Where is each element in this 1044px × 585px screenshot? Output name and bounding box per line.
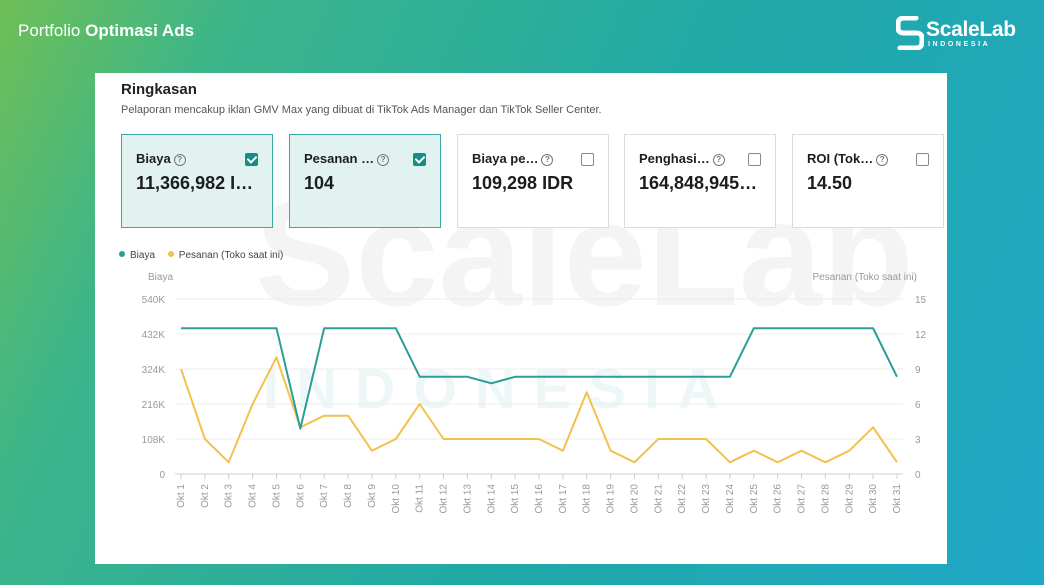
metric-label: Biaya pe…? (472, 151, 554, 166)
y-tick-right: 9 (915, 365, 921, 376)
metric-card[interactable]: Pesanan …? 104 (289, 134, 441, 228)
metric-checkbox[interactable] (916, 153, 929, 166)
x-tick-label: Okt 20 (629, 484, 640, 514)
brand-logo: ScaleLab INDONESIA (896, 16, 1026, 52)
metric-label: Penghasi…? (639, 151, 725, 166)
x-tick-label: Okt 4 (248, 484, 259, 508)
x-tick-label: Okt 28 (820, 484, 831, 514)
legend-label-biaya: Biaya (130, 250, 156, 261)
help-icon[interactable]: ? (173, 154, 186, 166)
header-title-bold: Optimasi Ads (85, 21, 195, 40)
brand-sub: INDONESIA (928, 41, 991, 48)
x-tick-label: Okt 10 (391, 484, 402, 514)
scalelab-logo-icon (896, 16, 924, 50)
legend-label-pesanan: Pesanan (Toko saat ini) (178, 250, 284, 261)
metric-card[interactable]: Biaya? 11,366,982 I… (121, 134, 273, 228)
metric-checkbox[interactable] (245, 153, 258, 166)
x-tick-label: Okt 5 (271, 484, 282, 508)
y-tick-left: 0 (159, 470, 165, 481)
x-tick-label: Okt 6 (295, 484, 306, 508)
series-line-pesanan (180, 356, 898, 464)
x-tick-label: Okt 21 (653, 484, 664, 514)
summary-title: Ringkasan (121, 81, 197, 98)
header-title-light: Portfolio (18, 21, 86, 40)
x-tick-label: Okt 11 (415, 484, 426, 513)
y-tick-right: 6 (915, 400, 921, 411)
x-tick-label: Okt 29 (844, 484, 855, 514)
line-chart: Biaya Pesanan (Toko saat ini) 0 108K 216K 324… (142, 272, 927, 514)
x-tick-label: Okt 24 (725, 484, 736, 514)
x-tick-label: Okt 17 (558, 484, 569, 514)
metric-value: 109,298 IDR (472, 173, 574, 193)
y-tick-left: 324K (142, 365, 166, 376)
legend-item-pesanan[interactable]: Pesanan (Toko saat ini) (167, 250, 284, 261)
header-title: Portfolio Optimasi Ads (18, 21, 194, 41)
y-tick-right: 3 (915, 435, 921, 446)
metric-checkbox[interactable] (413, 153, 426, 166)
y-tick-left: 540K (142, 295, 166, 306)
metric-checkbox[interactable] (748, 153, 761, 166)
x-tick-label: Okt 7 (319, 484, 330, 508)
help-icon[interactable]: ? (377, 154, 390, 166)
x-tick-label: Okt 23 (701, 484, 712, 514)
x-tick-label: Okt 25 (749, 484, 760, 514)
x-tick-label: Okt 31 (892, 484, 903, 514)
y-tick-right: 12 (915, 330, 927, 341)
metric-label-text: Pesanan … (304, 151, 375, 166)
x-tick-label: Okt 8 (343, 484, 354, 508)
legend-dot-pesanan (167, 251, 174, 257)
legend-item-biaya[interactable]: Biaya (119, 250, 155, 261)
legend-dot-biaya (119, 251, 125, 257)
metric-label-text: Penghasi… (639, 151, 710, 166)
y-tick-right: 0 (915, 470, 921, 481)
y-tick-left: 108K (142, 435, 166, 446)
metric-card[interactable]: Biaya pe…? 109,298 IDR (457, 134, 609, 228)
metric-value: 104 (304, 173, 335, 193)
y-axis-left-title: Biaya (148, 272, 173, 283)
chart-legend: Biaya Pesanan (Toko saat ini) (119, 250, 293, 261)
y-axis-right-title: Pesanan (Toko saat ini) (812, 272, 917, 283)
help-icon[interactable]: ? (712, 154, 725, 166)
brand-name: ScaleLab (926, 18, 1016, 41)
x-tick-label: Okt 9 (367, 484, 378, 508)
y-tick-left: 216K (142, 400, 166, 411)
help-icon[interactable]: ? (541, 154, 554, 166)
x-tick-label: Okt 30 (868, 484, 879, 514)
metric-label: ROI (Tok…? (807, 151, 889, 166)
x-tick-label: Okt 18 (582, 484, 593, 514)
metric-card[interactable]: Penghasi…? 164,848,945… (624, 134, 776, 228)
metric-label: Biaya? (136, 151, 186, 166)
summary-description: Pelaporan mencakup iklan GMV Max yang di… (121, 104, 602, 116)
x-tick-label: Okt 19 (606, 484, 617, 514)
summary-card: ScaleLab INDONESIA Ringkasan Pelaporan m… (95, 73, 947, 564)
y-tick-right: 15 (915, 295, 927, 306)
metric-value: 164,848,945… (639, 173, 758, 193)
metric-label: Pesanan …? (304, 151, 390, 166)
x-tick-label: Okt 12 (439, 484, 450, 514)
x-tick-label: Okt 3 (224, 484, 235, 508)
x-tick-label: Okt 14 (486, 484, 497, 514)
metric-checkbox[interactable] (581, 153, 594, 166)
x-tick-label: Okt 15 (510, 484, 521, 514)
x-tick-label: Okt 16 (534, 484, 545, 514)
metric-card[interactable]: ROI (Tok…? 14.50 (792, 134, 944, 228)
x-tick-label: Okt 22 (677, 484, 688, 514)
x-tick-label: Okt 27 (797, 484, 808, 514)
x-tick-label: Okt 26 (773, 484, 784, 514)
metric-value: 14.50 (807, 173, 853, 193)
x-tick-label: Okt 1 (176, 484, 187, 508)
metric-label-text: Biaya (136, 151, 171, 166)
x-tick-label: Okt 2 (200, 484, 211, 508)
metric-value: 11,366,982 I… (136, 173, 254, 193)
series-line-biaya (181, 327, 898, 430)
metric-label-text: Biaya pe… (472, 151, 539, 166)
x-tick-label: Okt 13 (462, 484, 473, 514)
y-tick-left: 432K (142, 330, 166, 341)
help-icon[interactable]: ? (876, 154, 889, 166)
metric-label-text: ROI (Tok… (807, 151, 874, 166)
